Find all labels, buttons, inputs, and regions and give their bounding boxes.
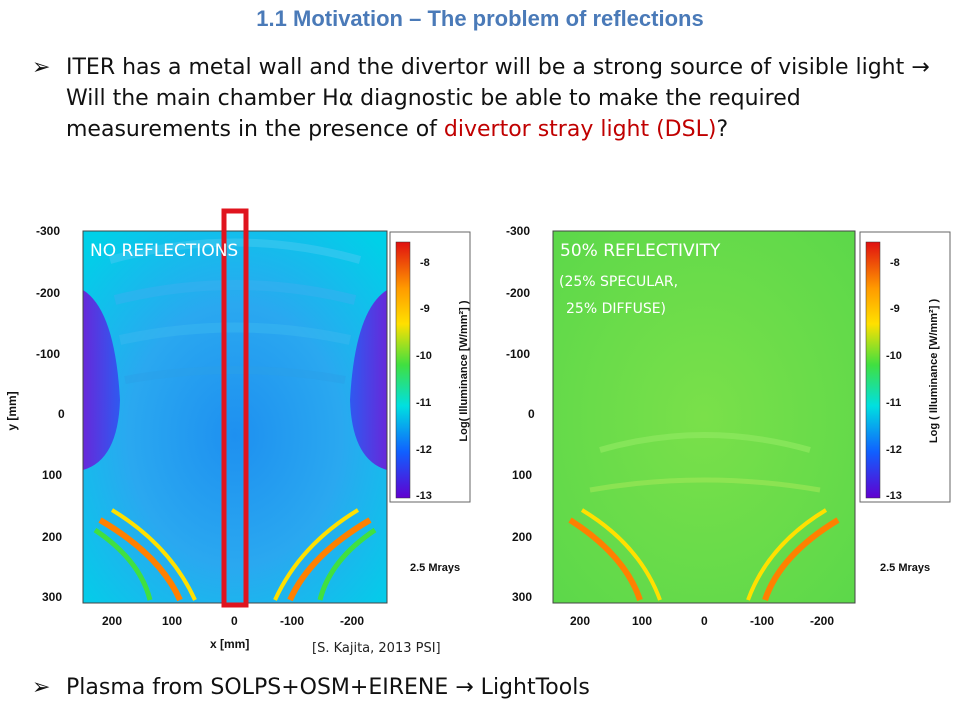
left-colorbar-tick: -9 — [420, 303, 430, 315]
right-x-tick: 100 — [632, 614, 653, 628]
right-colorbar-tick: -11 — [886, 397, 902, 409]
left-x-tick: 200 — [102, 614, 123, 628]
left-colorbar-tick: -8 — [420, 257, 430, 269]
bullet-iter-wall: ➢ ITER has a metal wall and the divertor… — [32, 52, 932, 182]
bullet-plasma-source: ➢ Plasma from SOLPS+OSM+EIRENE → LightTo… — [32, 672, 932, 708]
left-panel-label: NO REFLECTIONS — [90, 241, 239, 261]
left-colorbar-tick: -11 — [416, 397, 432, 409]
left-colorbar-label: Log( Illuminance [W/mm²] ) — [458, 300, 470, 442]
left-mrays-label: 2.5 Mrays — [410, 562, 461, 574]
right-y-tick: 300 — [512, 590, 533, 604]
citation: [S. Kajita, 2013 PSI] — [312, 641, 441, 656]
left-x-tick: 100 — [162, 614, 183, 628]
bullet-arrow-icon: ➢ — [32, 55, 51, 80]
bullet-arrow-icon: ➢ — [32, 675, 51, 700]
left-x-tick: -200 — [340, 614, 365, 628]
figure-panels — [82, 208, 951, 608]
left-y-axis-label: y [mm] — [5, 391, 19, 431]
right-colorbar-tick: -9 — [890, 303, 900, 315]
right-x-tick: 0 — [701, 614, 708, 628]
right-x-tick: 200 — [570, 614, 591, 628]
left-y-tick: -200 — [36, 286, 61, 300]
left-colorbar-tick: -13 — [416, 490, 432, 502]
left-y-tick: 100 — [42, 468, 63, 482]
right-panel-label: 50% REFLECTIVITY — [560, 241, 721, 261]
left-x-tick: -100 — [280, 614, 305, 628]
right-colorbar — [859, 231, 951, 503]
right-mrays-label: 2.5 Mrays — [880, 562, 931, 574]
bullet-text: ITER has a metal wall and the divertor w… — [66, 52, 936, 145]
left-x-axis-label: x [mm] — [210, 637, 250, 651]
left-y-tick: -300 — [36, 224, 61, 238]
bullet-text-part: ITER has a metal wall and the divertor w… — [66, 55, 912, 80]
left-y-tick: 200 — [42, 530, 63, 544]
right-y-tick: -200 — [506, 286, 531, 300]
bullet-text-part: ? — [716, 117, 729, 142]
slide-title: 1.1 Motivation – The problem of reflecti… — [256, 6, 704, 31]
highlight-text: divertor stray light (DSL) — [443, 117, 717, 142]
bullet-text-part: Will the main chamber Hα diagnostic be a… — [66, 86, 801, 142]
right-colorbar-tick: -13 — [886, 490, 902, 502]
right-colorbar-tick: -8 — [890, 257, 900, 269]
right-colorbar-tick: -10 — [886, 350, 902, 362]
left-x-tick: 0 — [231, 614, 238, 628]
left-y-tick: 300 — [42, 590, 63, 604]
right-panel-sub2: 25% DIFFUSE) — [566, 301, 667, 317]
right-arrow-icon: → — [455, 675, 474, 700]
right-y-tick: -100 — [506, 347, 531, 361]
right-y-tick: 0 — [528, 407, 535, 421]
right-x-tick: -200 — [810, 614, 835, 628]
bullet-text: Plasma from SOLPS+OSM+EIRENE → LightTool… — [66, 672, 590, 703]
bullet-text-part: Plasma from SOLPS+OSM+EIRENE — [66, 675, 456, 700]
left-colorbar-tick: -12 — [416, 444, 432, 456]
right-y-tick: 100 — [512, 468, 533, 482]
left-y-tick: -100 — [36, 347, 61, 361]
right-heatmap — [552, 230, 856, 604]
right-x-tick: -100 — [750, 614, 775, 628]
right-y-tick: 200 — [512, 530, 533, 544]
right-arrow-icon: → — [911, 55, 930, 80]
right-y-tick: -300 — [506, 224, 531, 238]
left-colorbar — [389, 231, 471, 503]
bullet-text-part: LightTools — [473, 675, 590, 700]
highlight-box — [221, 208, 249, 608]
left-heatmap — [82, 230, 388, 604]
left-colorbar-tick: -10 — [416, 350, 432, 362]
right-colorbar-label: Log ( Illuminance [W/mm²] ) — [928, 298, 940, 444]
right-colorbar-tick: -12 — [886, 444, 902, 456]
left-y-tick: 0 — [58, 407, 65, 421]
right-panel-sub1: (25% SPECULAR, — [559, 274, 679, 290]
